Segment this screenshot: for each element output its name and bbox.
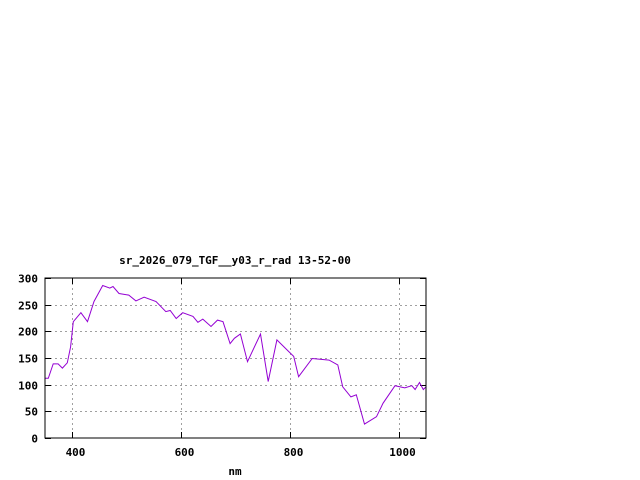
x-tick-label: 1000 [389, 446, 416, 459]
y-tick-label: 100 [18, 380, 38, 393]
plot-border [44, 277, 427, 439]
y-tick-label: 0 [31, 433, 38, 446]
grid [45, 278, 426, 438]
x-axis-label: nm [228, 465, 242, 478]
y-tick-label: 250 [18, 300, 38, 313]
axis-ticks: 400 600 800 1000 0 50 100 150 200 250 300 [18, 273, 426, 459]
chart-title: sr_2026_079_TGF__y03_r_rad 13-52-00 [119, 254, 351, 267]
x-tick-label: 400 [66, 446, 86, 459]
y-tick-label: 50 [25, 406, 38, 419]
y-tick-label: 150 [18, 353, 38, 366]
series-line [45, 284, 427, 425]
x-tick-label: 800 [284, 446, 304, 459]
y-tick-label: 300 [18, 273, 38, 286]
x-tick-label: 600 [175, 446, 195, 459]
y-tick-label: 200 [18, 326, 38, 339]
